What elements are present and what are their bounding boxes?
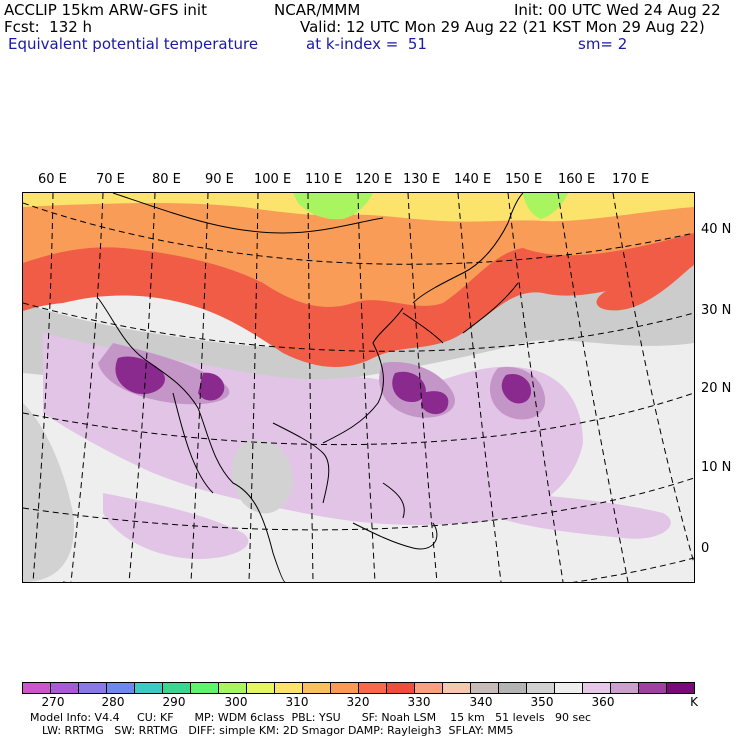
colorbar-swatch [387, 683, 415, 693]
lat-label: 0 [701, 541, 710, 556]
colorbar-unit: K [690, 695, 698, 709]
lon-label: 90 E [205, 172, 234, 187]
init-time: Init: 00 UTC Wed 24 Aug 22 [514, 1, 721, 19]
lon-label: 110 E [305, 172, 343, 187]
lon-label: 160 E [558, 172, 596, 187]
lon-label: 100 E [254, 172, 292, 187]
colorbar-swatch [247, 683, 275, 693]
level-label: at k-index = 51 [306, 35, 427, 53]
colorbar-tick: 330 [407, 695, 431, 709]
model-info-line2: LW: RRTMG SW: RRTMG DIFF: simple KM: 2D … [42, 724, 514, 737]
colorbar-swatch [555, 683, 583, 693]
lat-label: 10 N [701, 460, 732, 475]
valid-time: Valid: 12 UTC Mon 29 Aug 22 (21 KST Mon … [300, 18, 705, 36]
colorbar-swatch [275, 683, 303, 693]
lat-label: 30 N [701, 303, 732, 318]
colorbar-tick: 300 [224, 695, 248, 709]
lon-label: 170 E [612, 172, 650, 187]
lat-label: 40 N [701, 222, 732, 237]
colorbar-swatch [107, 683, 135, 693]
colorbar-swatch [443, 683, 471, 693]
lon-label: 150 E [505, 172, 543, 187]
colorbar-swatch [499, 683, 527, 693]
lon-label: 130 E [403, 172, 441, 187]
colorbar-tick: 310 [285, 695, 309, 709]
org-label: NCAR/MMM [274, 1, 361, 19]
smoothing-label: sm= 2 [578, 35, 628, 53]
model-title: ACCLIP 15km ARW-GFS init [4, 1, 207, 19]
colorbar-swatch [219, 683, 247, 693]
lon-label: 60 E [38, 172, 67, 187]
colorbar-tick: 280 [101, 695, 125, 709]
colorbar-swatch [583, 683, 611, 693]
lat-label: 20 N [701, 381, 732, 396]
colorbar-swatch [611, 683, 639, 693]
colorbar-swatch [79, 683, 107, 693]
colorbar-tick: 320 [346, 695, 370, 709]
colorbar-swatch [331, 683, 359, 693]
colorbar-tick: 270 [41, 695, 65, 709]
colorbar-tick: 360 [591, 695, 615, 709]
forecast-hour: Fcst: 132 h [4, 18, 93, 36]
lon-label: 120 E [355, 172, 393, 187]
map-canvas [23, 193, 694, 582]
colorbar-tick: 340 [469, 695, 493, 709]
colorbar-swatch [415, 683, 443, 693]
colorbar-swatch [23, 683, 51, 693]
lon-label: 80 E [152, 172, 181, 187]
colorbar-tick: 290 [162, 695, 186, 709]
colorbar-swatch [163, 683, 191, 693]
colorbar-swatch [359, 683, 387, 693]
colorbar-swatch [191, 683, 219, 693]
lon-label: 140 E [454, 172, 492, 187]
theta-e-map [22, 192, 695, 583]
colorbar-swatch [667, 683, 694, 693]
colorbar-swatch [51, 683, 79, 693]
lon-label: 70 E [96, 172, 125, 187]
colorbar-swatch [471, 683, 499, 693]
colorbar-tick: 350 [530, 695, 554, 709]
colorbar-swatch [303, 683, 331, 693]
colorbar-swatch [639, 683, 667, 693]
field-name: Equivalent potential temperature [8, 35, 259, 53]
colorbar-swatch [135, 683, 163, 693]
colorbar [22, 682, 695, 694]
model-info-line1: Model Info: V4.4 CU: KF MP: WDM 6class P… [30, 711, 592, 724]
colorbar-swatch [527, 683, 555, 693]
